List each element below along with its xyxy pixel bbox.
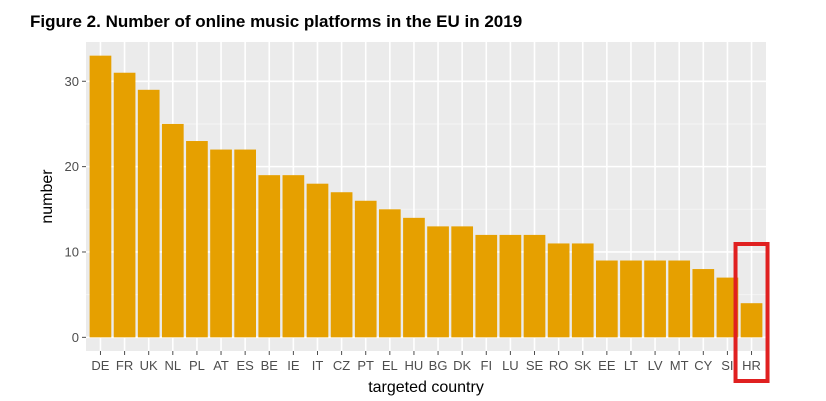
x-tick-labels: DE FR UK NL PL AT ES BE IE IT CZ PT EL HU BG DK FI LU SE RO…: [91, 351, 761, 373]
y-tick-label: 10: [65, 244, 79, 259]
bar-uk: [137, 89, 160, 338]
bar-be: [258, 175, 281, 338]
x-tick-label-si: SI: [721, 358, 733, 373]
x-tick-label-pt: PT: [357, 358, 374, 373]
x-tick-label-cz: CZ: [333, 358, 350, 373]
bar-ro: [547, 243, 570, 338]
x-tick-label-lu: LU: [502, 358, 519, 373]
x-tick-label-hr: HR: [742, 358, 761, 373]
y-tick-labels: 0 10 20 30: [65, 74, 86, 345]
x-tick-label-ro: RO: [549, 358, 569, 373]
x-tick-label-hu: HU: [405, 358, 424, 373]
x-tick-label-ee: EE: [598, 358, 616, 373]
bar-se: [523, 234, 546, 338]
bar-el: [378, 209, 401, 338]
bar-nl: [161, 123, 184, 338]
bar-fr: [113, 72, 136, 338]
x-tick-label-nl: NL: [164, 358, 181, 373]
bar-pt: [354, 200, 377, 338]
x-tick-label-be: BE: [261, 358, 279, 373]
bar-lt: [620, 260, 642, 338]
y-tick-label: 20: [65, 159, 79, 174]
x-tick-label-es: ES: [236, 358, 254, 373]
bar-mt: [668, 260, 691, 338]
x-tick-label-cy: CY: [694, 358, 712, 373]
x-tick-label-it: IT: [312, 358, 324, 373]
bar-lv: [644, 260, 666, 338]
bar-lu: [499, 234, 522, 338]
x-tick-label-sk: SK: [574, 358, 592, 373]
bar-cz: [330, 192, 353, 338]
x-axis-title: targeted country: [368, 379, 484, 396]
bar-fi: [475, 234, 498, 338]
bar-dk: [451, 226, 474, 338]
figure-title: Figure 2. Number of online music platfor…: [30, 12, 523, 31]
x-tick-label-lt: LT: [624, 358, 638, 373]
bar-ee: [596, 260, 618, 338]
y-tick-label: 0: [72, 330, 79, 345]
x-tick-label-fr: FR: [116, 358, 133, 373]
x-tick-label-se: SE: [526, 358, 544, 373]
bar-sk: [571, 243, 594, 338]
bar-ie: [282, 175, 305, 338]
x-tick-label-uk: UK: [140, 358, 158, 373]
bar-pl: [186, 141, 208, 338]
x-tick-label-mt: MT: [670, 358, 689, 373]
bar-de: [89, 55, 112, 338]
y-axis-title: number: [39, 169, 56, 224]
x-tick-label-fi: FI: [481, 358, 493, 373]
x-tick-label-dk: DK: [453, 358, 471, 373]
x-tick-label-bg: BG: [429, 358, 448, 373]
bar-si: [716, 277, 739, 338]
x-tick-label-ie: IE: [287, 358, 300, 373]
x-tick-label-lv: LV: [648, 358, 663, 373]
bar-hr: [740, 303, 763, 338]
bar-hu: [403, 217, 425, 338]
x-tick-label-at: AT: [213, 358, 229, 373]
bars: [89, 55, 763, 338]
bar-at: [210, 149, 232, 338]
highlight-box-hr: [733, 242, 770, 383]
bar-it: [306, 183, 329, 338]
bar-bg: [427, 226, 449, 338]
bar-es: [234, 149, 256, 338]
x-tick-label-el: EL: [382, 358, 398, 373]
bar-cy: [692, 269, 715, 338]
x-tick-label-pl: PL: [189, 358, 205, 373]
x-tick-label-de: DE: [91, 358, 109, 373]
y-tick-label: 30: [65, 74, 79, 89]
